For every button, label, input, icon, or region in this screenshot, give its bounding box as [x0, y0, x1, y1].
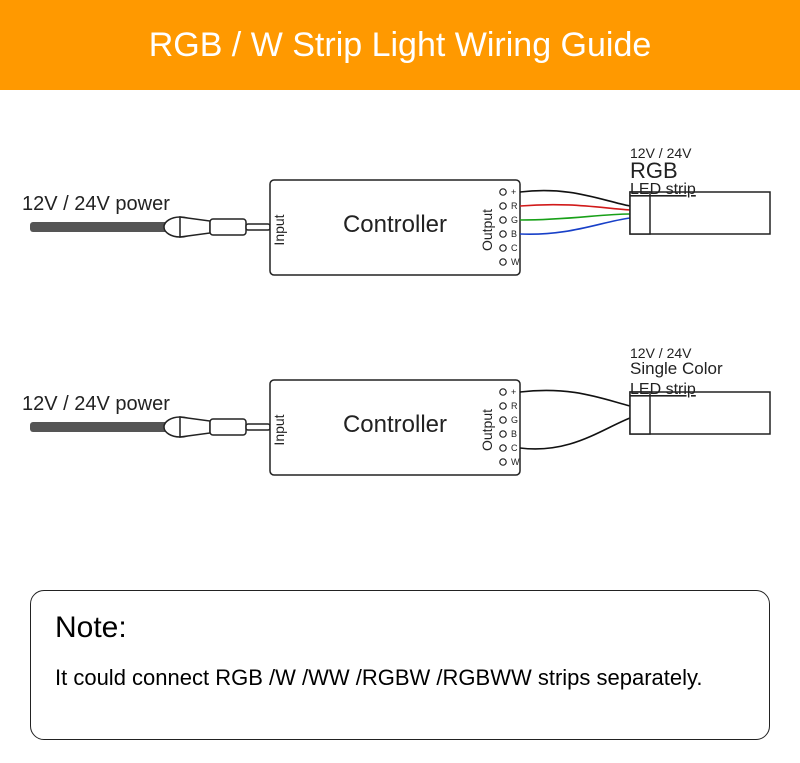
ledstrip-label-2: LED strip	[630, 381, 696, 398]
power-label-1: 12V / 24V power	[22, 193, 170, 215]
note-title: Note:	[55, 611, 745, 645]
diagram-single: 12V / 24V power 12V / 24V Single Color L…	[22, 345, 770, 475]
note-body: It could connect RGB /W /WW /RGBW /RGBWW…	[55, 659, 745, 696]
single-color-label: Single Color	[630, 359, 723, 378]
header-bar: RGB / W Strip Light Wiring Guide	[0, 0, 800, 90]
note-box: Note: It could connect RGB /W /WW /RGBW …	[30, 590, 770, 740]
header-title: RGB / W Strip Light Wiring Guide	[149, 26, 652, 65]
ledstrip-label-1: LED strip	[630, 181, 696, 198]
wiring-diagram: Input Controller Output + R G B C W 12V …	[0, 90, 800, 590]
power-label-2: 12V / 24V power	[22, 393, 170, 415]
diagram-rgb: 12V / 24V power 12V / 24V RGB LED strip	[22, 145, 770, 275]
rgb-label: RGB	[630, 158, 678, 183]
